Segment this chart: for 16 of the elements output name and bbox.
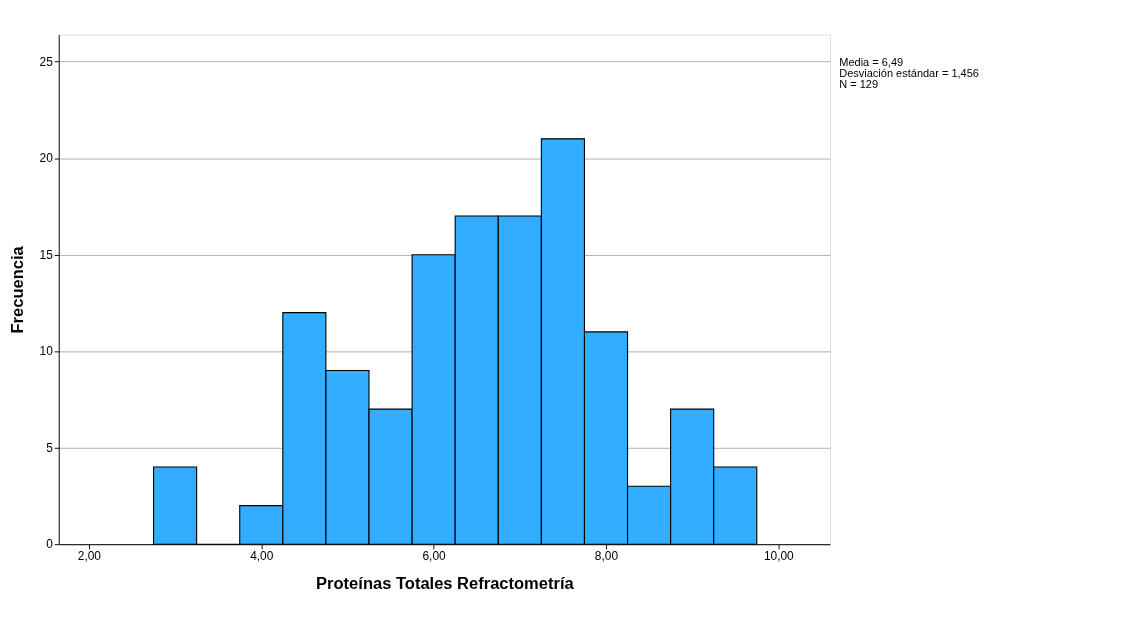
- y-tick-label: 10: [39, 344, 54, 359]
- x-tick-label: 4,00: [250, 549, 274, 564]
- y-tick-label: 25: [39, 54, 54, 69]
- y-axis-title: Frecuencia: [7, 245, 27, 334]
- text: Desviación estándar = 1,456: [839, 66, 979, 79]
- x-axis-title: Proteínas Totales Refractometría: [316, 573, 575, 593]
- y-tick-label: 15: [39, 247, 54, 262]
- y-tick-label: 0: [46, 537, 54, 552]
- x-tick-label: 8,00: [594, 549, 619, 564]
- x-tick-label: 2,00: [77, 549, 102, 564]
- x-tick-label: 10,00: [763, 549, 795, 564]
- x-tick-label: 6,00: [422, 549, 447, 564]
- text: N = 129: [839, 77, 879, 90]
- y-tick-label: 20: [39, 151, 54, 166]
- text: Media = 6,49: [839, 55, 904, 68]
- y-tick-label: 5: [46, 440, 54, 455]
